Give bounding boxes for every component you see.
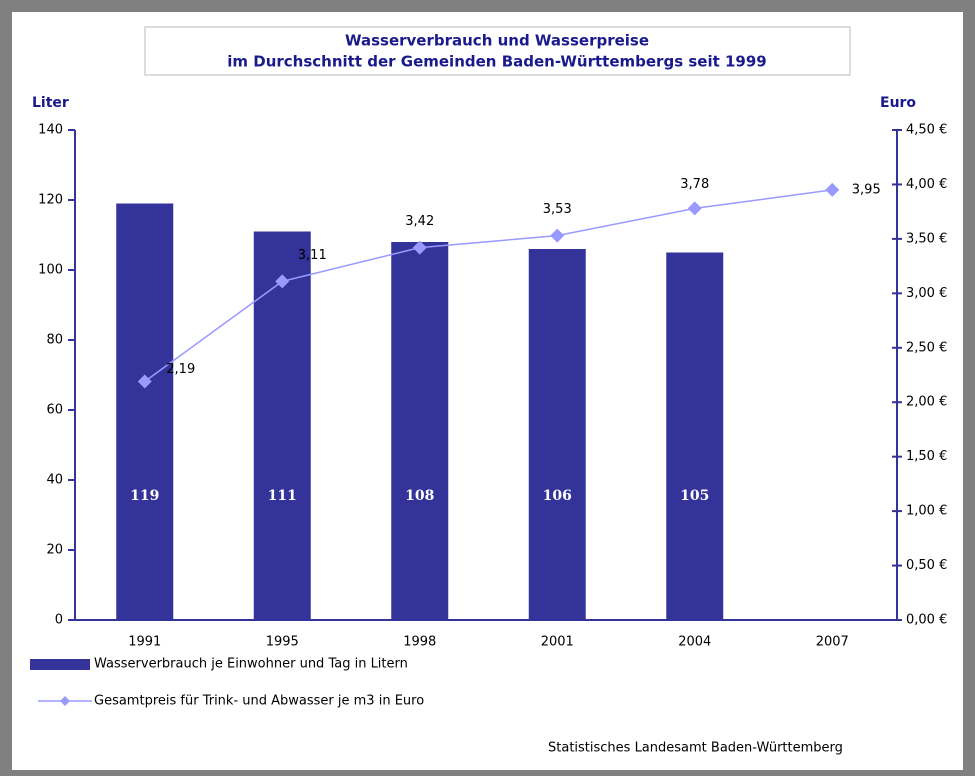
marker [825, 182, 840, 197]
y2-tick-label: 0,00 € [906, 613, 947, 628]
data-label: 3,11 [298, 248, 327, 263]
marker [137, 374, 152, 389]
y2-tick-label: 2,00 € [906, 395, 947, 410]
x-tick-label: 1998 [403, 635, 436, 650]
bar [116, 203, 174, 620]
chart-title: Wasserverbrauch und Wasserpreise [345, 32, 649, 50]
legend-label: Gesamtpreis für Trink- und Abwasser je m… [94, 694, 424, 709]
chart-subtitle: im Durchschnitt der Gemeinden Baden-Würt… [227, 53, 766, 71]
bar-label: 119 [130, 488, 159, 504]
bar-label: 111 [268, 488, 297, 504]
bar [253, 231, 311, 620]
line [144, 189, 833, 383]
x-tick-label: 2001 [541, 635, 574, 650]
y2-tick-label: 4,00 € [906, 177, 947, 192]
y-tick-label: 100 [38, 263, 63, 278]
y2-tick-label: 3,50 € [906, 231, 947, 246]
y-axis-label: Liter [32, 95, 69, 111]
y2-tick-label: 1,00 € [906, 504, 947, 519]
y2-axis-label: Euro [880, 95, 916, 111]
y-tick-label: 20 [46, 543, 63, 558]
legend-marker [60, 696, 70, 706]
y-tick-label: 120 [38, 193, 63, 208]
data-label: 3,53 [543, 202, 572, 217]
legend-swatch [30, 659, 90, 670]
y-tick-label: 140 [38, 123, 63, 138]
y-tick-label: 0 [55, 613, 63, 628]
y-tick-label: 80 [46, 333, 63, 348]
y2-tick-label: 1,50 € [906, 449, 947, 464]
legend-label: Wasserverbrauch je Einwohner und Tag in … [94, 657, 408, 672]
x-tick-label: 2007 [816, 635, 849, 650]
data-label: 3,42 [405, 214, 434, 229]
data-label: 3,95 [852, 182, 881, 197]
x-tick-label: 1991 [128, 635, 161, 650]
y2-tick-label: 3,00 € [906, 286, 947, 301]
bar-label: 106 [543, 488, 572, 504]
bar [528, 249, 586, 620]
marker [687, 201, 702, 216]
x-tick-label: 2004 [678, 635, 711, 650]
marker [412, 240, 427, 255]
y2-tick-label: 2,50 € [906, 340, 947, 355]
marker [550, 228, 565, 243]
bar-label: 108 [405, 488, 434, 504]
bar [391, 242, 449, 620]
y-tick-label: 60 [46, 403, 63, 418]
x-tick-label: 1995 [266, 635, 299, 650]
y2-tick-label: 4,50 € [906, 123, 947, 138]
title-box [144, 26, 851, 76]
y-tick-label: 40 [46, 473, 63, 488]
data-label: 2,19 [166, 362, 195, 377]
y2-tick-label: 0,50 € [906, 558, 947, 573]
bar-label: 105 [680, 488, 709, 504]
source: Statistisches Landesamt Baden-Württember… [548, 741, 843, 756]
data-label: 3,78 [680, 177, 709, 192]
marker [275, 274, 290, 289]
bar [666, 252, 724, 620]
